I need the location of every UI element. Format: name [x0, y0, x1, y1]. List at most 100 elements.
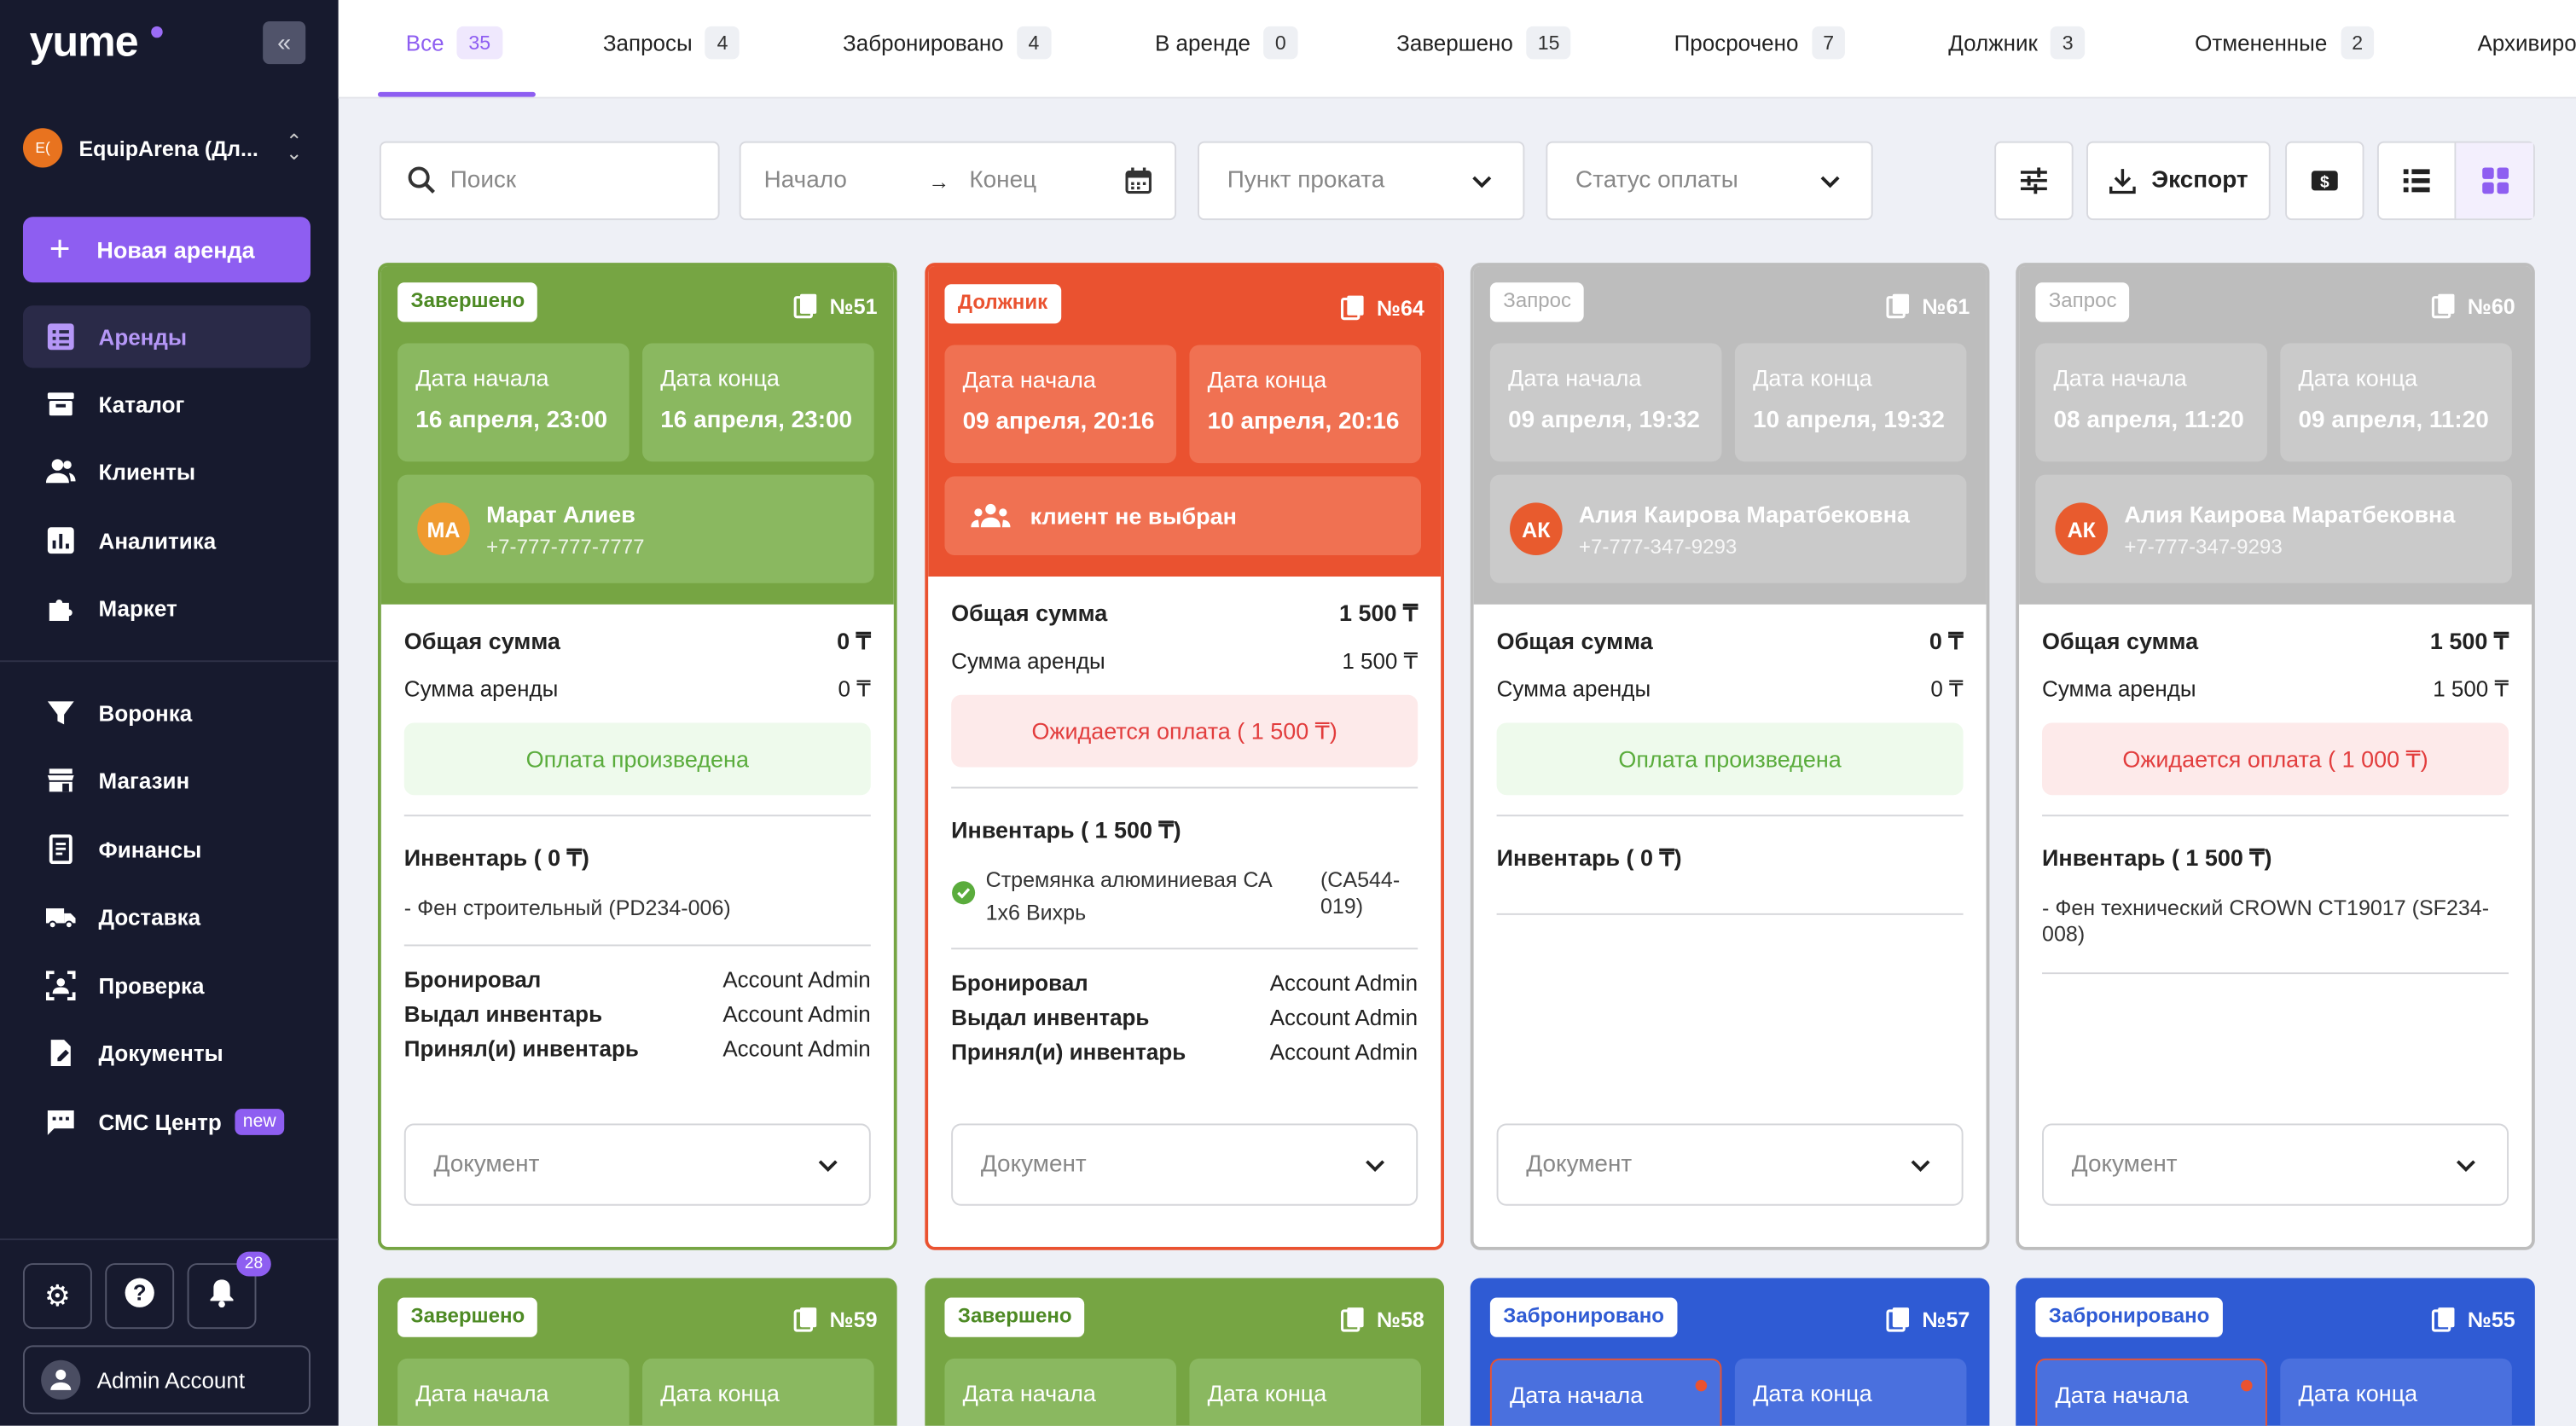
divider	[951, 786, 1419, 789]
rental-card[interactable]: Забронировано №57 Дата начала Дата конца	[1470, 1278, 1990, 1426]
rent-label: Сумма аренды	[951, 648, 1105, 674]
select-client-box[interactable]: клиент не выбран	[944, 476, 1422, 555]
settings-button[interactable]: ⚙	[22, 1263, 92, 1330]
rental-number-text: №51	[829, 293, 878, 318]
export-label: Экспорт	[2151, 167, 2248, 194]
collapse-sidebar-button[interactable]: «	[263, 21, 306, 65]
rental-number: №64	[1341, 294, 1424, 321]
payment-status-select[interactable]: Статус оплаты	[1546, 141, 1873, 221]
rental-card[interactable]: Завершено №58 Дата начала Дата конца	[925, 1278, 1444, 1426]
rental-number-text: №61	[1922, 293, 1970, 318]
sidebar-item-store[interactable]: Магазин	[23, 749, 310, 811]
sidebar-item-funnel[interactable]: Воронка	[23, 681, 310, 744]
grid-view-button[interactable]	[2456, 142, 2533, 219]
received-label: Принял(и) инвентарь	[951, 1040, 1186, 1065]
sidebar-item-label: Магазин	[98, 768, 190, 793]
sidebar-item-check[interactable]: Проверка	[23, 954, 310, 1017]
rental-number-text: №58	[1377, 1307, 1424, 1332]
help-icon: ?	[123, 1276, 156, 1317]
start-date-value: 08 апреля, 11:20	[2053, 407, 2244, 434]
issued-value: Account Admin	[1269, 1005, 1419, 1030]
rental-card[interactable]: Завершено №59 Дата начала Дата конца	[377, 1278, 897, 1426]
total-value: 0 ₸	[837, 627, 871, 654]
sidebar-item-documents[interactable]: Документы	[23, 1022, 310, 1084]
notifications-button[interactable]: 28	[187, 1251, 271, 1330]
booked-by-value: Account Admin	[722, 967, 871, 993]
total-label: Общая сумма	[1496, 627, 1653, 654]
chevrons-left-icon: «	[277, 28, 292, 57]
search-input[interactable]: Поиск	[379, 141, 720, 221]
document-select[interactable]: Документ	[1496, 1123, 1964, 1206]
tab-debtor[interactable]: Должник 3	[1948, 23, 2086, 62]
end-date-label: Дата конца	[660, 1379, 780, 1406]
tab-count: 4	[1017, 26, 1051, 60]
divider	[2042, 814, 2509, 817]
sidebar-item-label: Маркет	[98, 595, 177, 621]
alert-dot	[2241, 1379, 2253, 1392]
tab-completed[interactable]: Завершено 15	[1396, 23, 1571, 62]
currency-view-button[interactable]: $	[2285, 141, 2364, 221]
sidebar-item-clients[interactable]: Клиенты	[23, 440, 310, 502]
tab-booked[interactable]: Забронировано 4	[843, 23, 1051, 62]
filter-settings-button[interactable]	[1994, 141, 2074, 221]
received-value: Account Admin	[1269, 1040, 1419, 1065]
rental-card[interactable]: Запрос №61 Дата начала 09 апреля, 19:32 …	[1470, 263, 1990, 1250]
sidebar-item-finance[interactable]: Финансы	[23, 818, 310, 880]
document-select[interactable]: Документ	[2042, 1123, 2509, 1206]
list-view-button[interactable]	[2379, 142, 2457, 219]
users-icon	[971, 502, 1011, 529]
end-date-box: Дата конца	[1734, 1358, 1967, 1426]
view-toggle	[2376, 141, 2535, 221]
org-switcher[interactable]: E( EquipArena (Дл... ⌃ ⌄	[22, 122, 319, 175]
end-date-value: 10 апреля, 20:16	[1207, 409, 1400, 436]
sidebar-item-market[interactable]: Маркет	[23, 577, 310, 639]
end-date-label: Дата конца	[1753, 1379, 1872, 1406]
puzzle-icon	[46, 593, 76, 623]
tab-cancelled[interactable]: Отмененные 2	[2195, 23, 2375, 62]
client-box[interactable]: АК Алия Каирова Маратбековна +7-777-347-…	[2035, 474, 2512, 583]
rental-card[interactable]: Запрос №60 Дата начала 08 апреля, 11:20 …	[2016, 263, 2535, 1250]
help-button[interactable]: ?	[105, 1263, 175, 1330]
rental-point-select[interactable]: Пункт проката	[1198, 141, 1525, 221]
date-range-picker[interactable]: Начало → Конец	[739, 141, 1177, 221]
rent-value: 1 500 ₸	[2433, 676, 2509, 702]
sidebar-item-analytics[interactable]: Аналитика	[23, 509, 310, 571]
search-placeholder: Поиск	[450, 167, 517, 194]
svg-text:$: $	[2320, 174, 2329, 192]
logo[interactable]: yume	[29, 16, 139, 67]
date-start-placeholder: Начало	[763, 167, 847, 194]
inventory-item-name: Стремянка алюминиевая СА 1х6 Вихрь	[985, 867, 1273, 925]
rental-number: №59	[793, 1306, 877, 1332]
rent-row: Сумма аренды 1 500 ₸	[2042, 677, 2509, 704]
tab-label: Завершено	[1396, 30, 1513, 55]
tab-requests[interactable]: Запросы 4	[603, 23, 740, 62]
sidebar-item-rentals[interactable]: Аренды	[22, 305, 311, 368]
tab-archived[interactable]: Архивиро	[2477, 23, 2576, 62]
tab-label: В аренде	[1154, 30, 1250, 55]
rental-card[interactable]: Завершено №51 Дата начала 16 апреля, 23:…	[377, 263, 897, 1250]
rental-number: №57	[1886, 1306, 1970, 1332]
start-date-box: Дата начала 09 апреля, 19:32	[1489, 343, 1722, 462]
account-menu[interactable]: Admin Account	[22, 1345, 311, 1415]
sidebar-divider	[0, 1238, 339, 1241]
date-end-placeholder: Конец	[969, 167, 1037, 194]
export-button[interactable]: Экспорт	[2086, 141, 2271, 221]
client-box[interactable]: АК Алия Каирова Маратбековна +7-777-347-…	[1489, 474, 1967, 583]
sidebar-item-catalog[interactable]: Каталог	[23, 373, 310, 435]
tab-overdue[interactable]: Просрочено 7	[1674, 23, 1846, 62]
chevron-down-icon	[1471, 171, 1494, 194]
payment-status: Оплата произведена	[1496, 722, 1964, 796]
rental-card[interactable]: Должник №64 Дата начала 09 апреля, 20:16…	[925, 263, 1444, 1250]
tab-label: Все	[405, 30, 444, 55]
document-select[interactable]: Документ	[951, 1123, 1419, 1206]
sidebar-item-label: Финансы	[98, 837, 202, 862]
sidebar-item-delivery[interactable]: Доставка	[23, 885, 310, 948]
rental-card[interactable]: Забронировано №55 Дата начала Дата конца	[2016, 1278, 2535, 1426]
document-select[interactable]: Документ	[403, 1123, 871, 1206]
sidebar-item-sms[interactable]: СМС Центр new	[23, 1091, 310, 1153]
new-rental-button[interactable]: + Новая аренда	[22, 217, 311, 283]
tab-all[interactable]: Все 35	[406, 23, 502, 62]
payment-status: Ожидается оплата ( 1 000 ₸)	[2042, 722, 2509, 796]
tab-in-rent[interactable]: В аренде 0	[1154, 23, 1298, 62]
client-box[interactable]: МА Марат Алиев +7-777-777-7777	[397, 474, 874, 583]
